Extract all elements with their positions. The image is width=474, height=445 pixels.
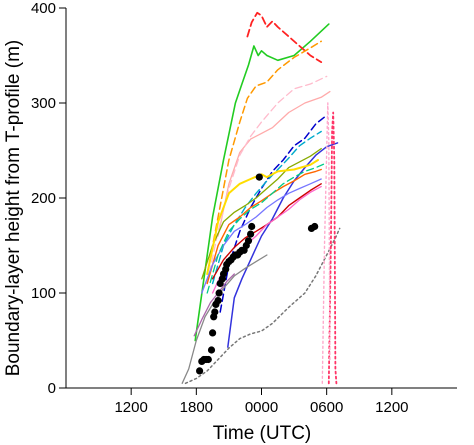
observation-point [311,222,319,231]
series-line-19 [327,111,338,385]
x-tick-label: 0000 [245,399,278,416]
series-line-9 [201,147,322,280]
series-line-2 [246,11,323,63]
observation-point [214,297,222,305]
series-line-6 [219,114,328,313]
x-tick-label: 1200 [114,399,147,416]
y-tick-label: 0 [48,380,56,397]
y-tick-label: 300 [31,95,56,112]
observation-point [255,173,263,181]
x-tick-label: 1200 [375,399,408,416]
observation-point [207,346,216,354]
x-tick-label: 0600 [310,399,343,416]
y-tick-label: 400 [31,0,56,17]
series-line-11 [206,168,322,285]
series-line-1 [194,23,330,342]
observation-point [248,222,256,231]
plot-area: 1200 1800 0000 0600 1200 0 100 200 300 400 [31,0,457,416]
series-line-13 [211,185,322,294]
observation-point [211,308,219,316]
series-line-15 [206,163,326,294]
x-axis-title: Time (UTC) [213,423,312,444]
series-line-8 [211,130,322,285]
observation-point [247,230,255,238]
observation-point [215,289,223,297]
y-tick-label: 200 [31,190,56,207]
series-line-18 [184,227,341,385]
series-line-20 [321,102,331,384]
series-line-4 [217,90,331,237]
observation-point [244,237,253,245]
x-tick-label: 1800 [180,399,213,416]
ticks: 1200 1800 0000 0600 1200 0 100 200 300 400 [31,0,409,416]
series-line-17 [193,273,235,337]
observation-point [196,367,204,375]
series-group [181,11,341,385]
y-axis-title: Boundary-layer height from T-profile (m) [3,40,24,377]
observation-markers [196,173,319,375]
series-line-7 [227,142,339,348]
y-tick-label: 100 [31,285,56,302]
series-line-5 [206,75,328,285]
observation-point [204,355,212,364]
observation-point [209,329,217,337]
